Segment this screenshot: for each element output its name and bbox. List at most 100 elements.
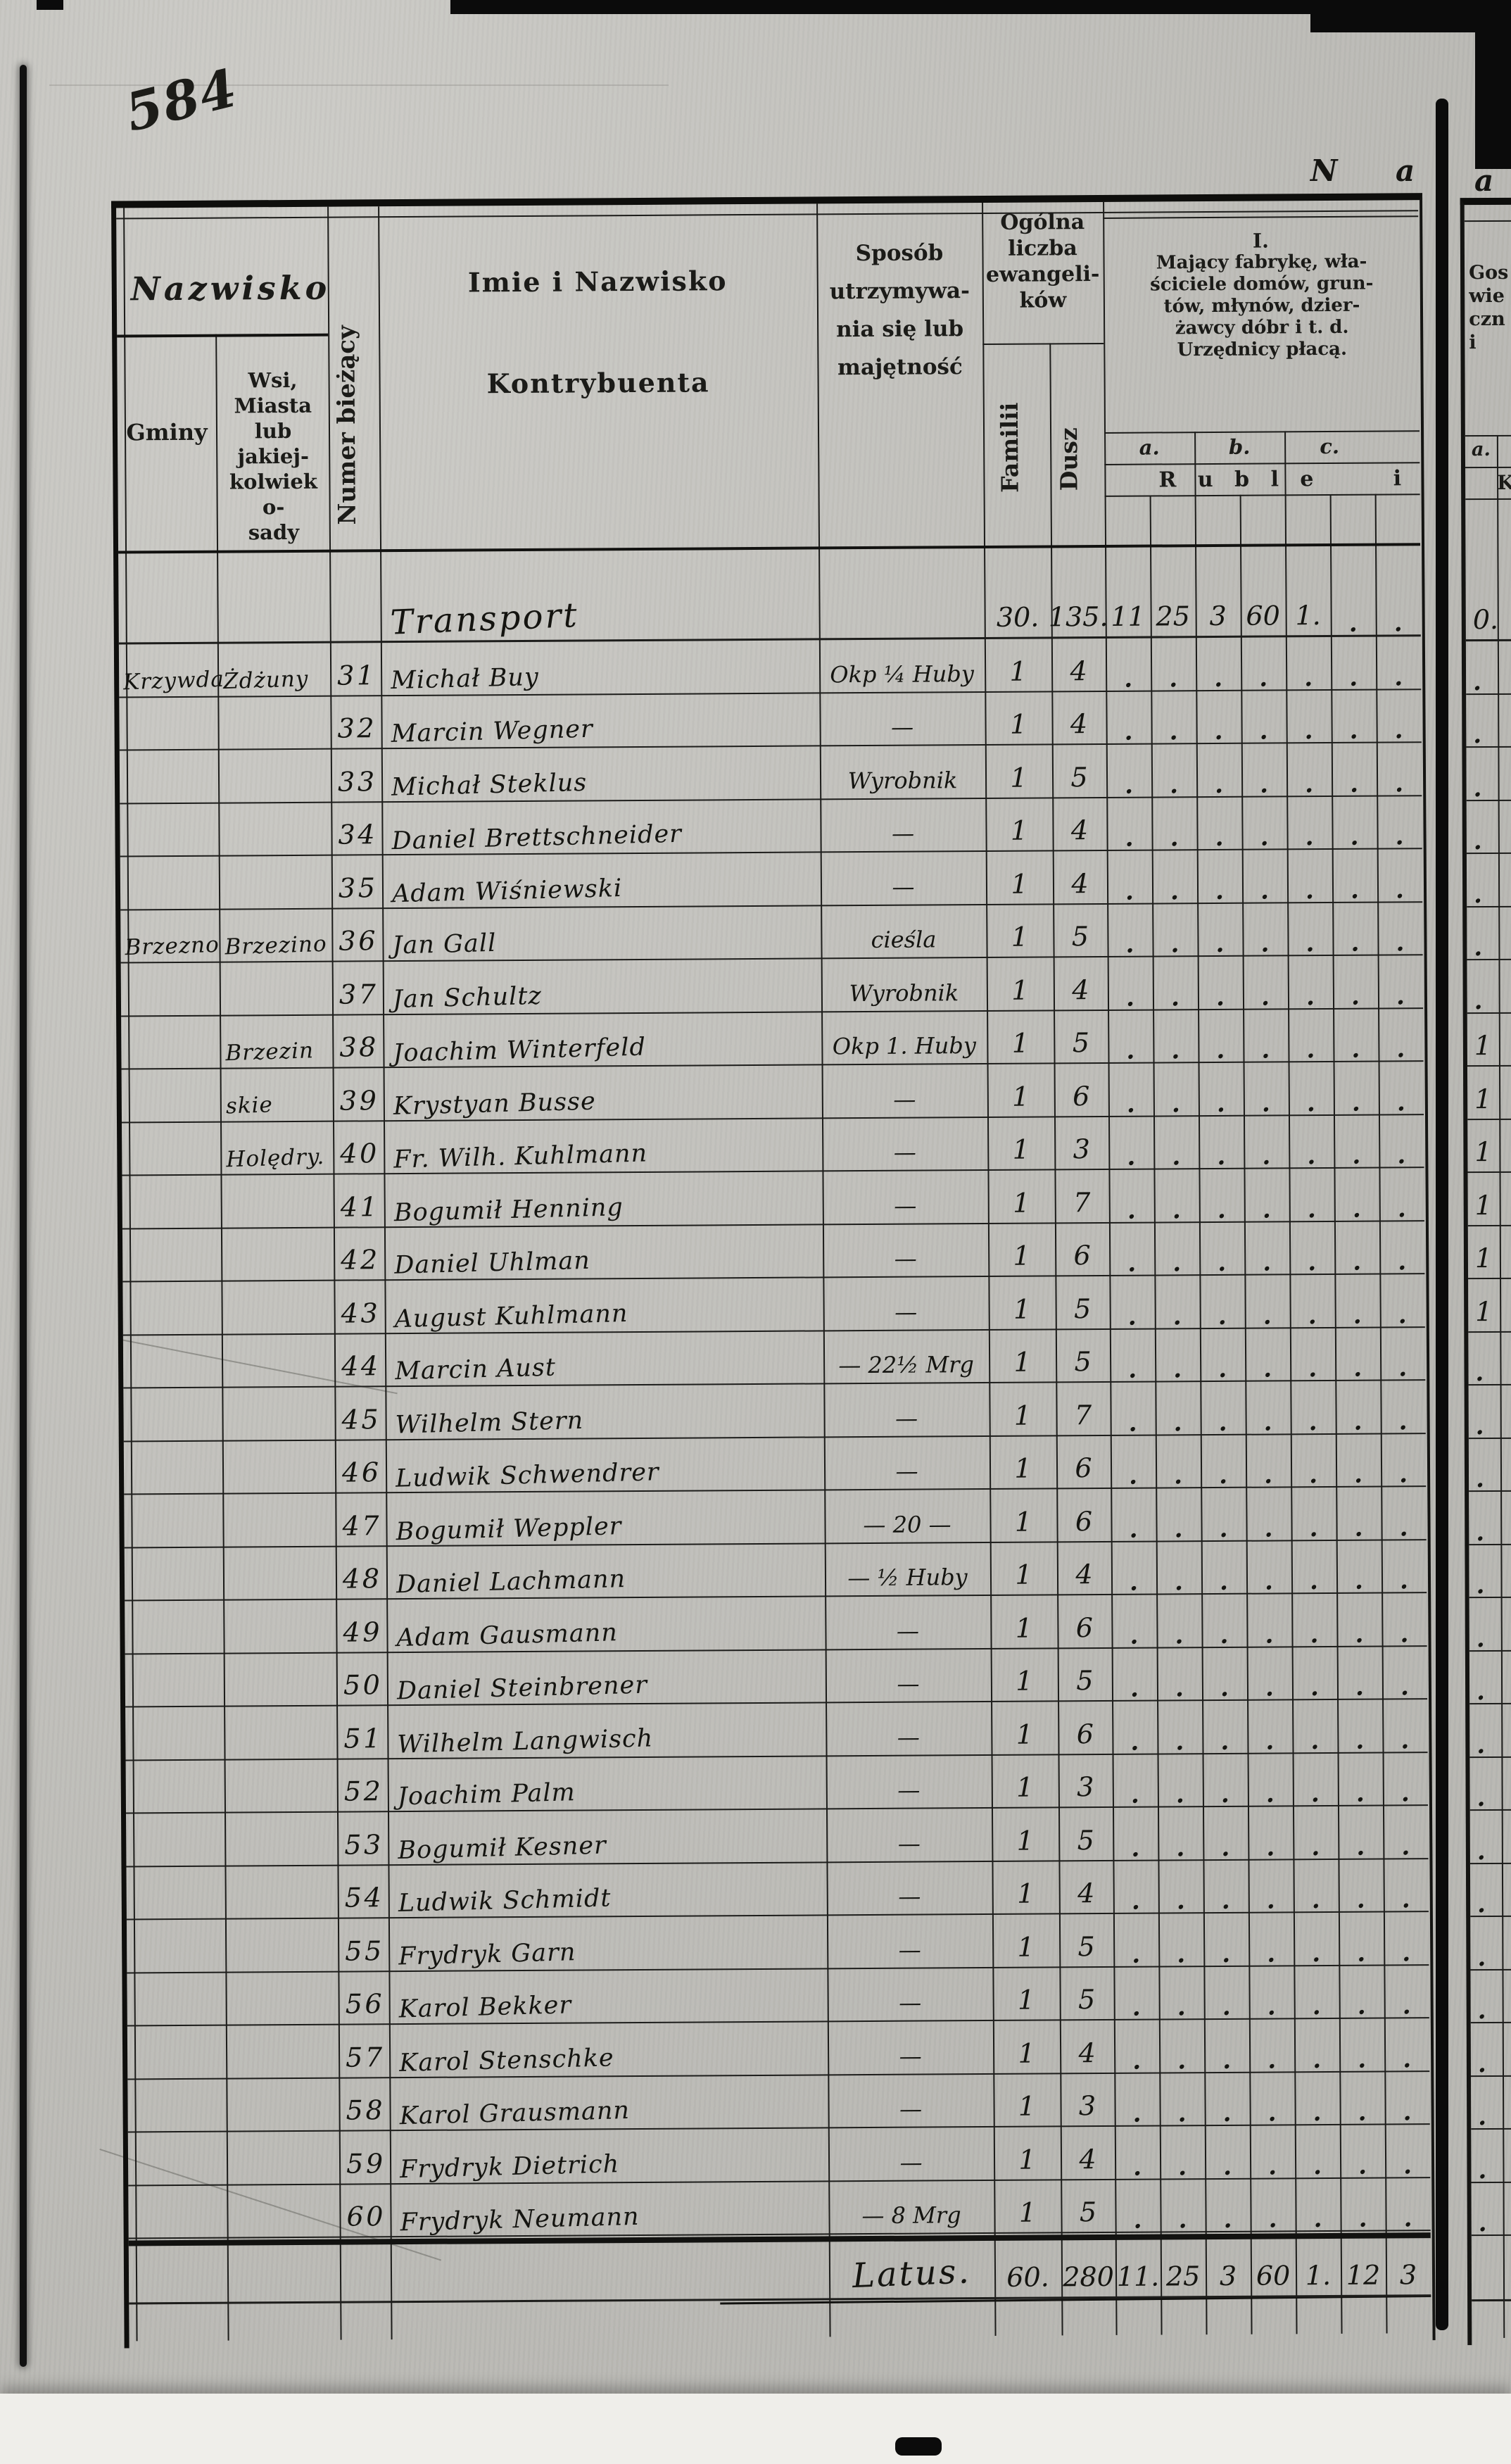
ruble-value: .: [1267, 2099, 1277, 2127]
ruble-cell: .: [1158, 1967, 1203, 2021]
ruble-value: 1.: [1295, 600, 1321, 631]
ruble-value: .: [1354, 1514, 1363, 1542]
occupation-cell: —: [820, 798, 985, 851]
table-rows: Transport 30. 135. 11 25 3 60 1... Krzywda Żdżuny…: [116, 200, 1431, 2305]
dusz-cell: 4: [1053, 851, 1107, 903]
familii-value: 1: [1012, 1081, 1030, 1112]
occupation-value: —: [897, 1830, 921, 1857]
gmina-cell: [118, 553, 217, 643]
header-ogolna-liczba: Ogólna liczba ewangeli- ków: [985, 210, 1100, 313]
ruble-value: .: [1169, 717, 1178, 746]
folio-number: 584: [119, 57, 244, 144]
village-cell: [222, 1388, 334, 1440]
occupation-cell: —: [827, 1968, 992, 2020]
ruble-cell: .: [1382, 1699, 1427, 1754]
sliver-row-cell: .: [1466, 853, 1511, 909]
ruble-cell: .: [1203, 1860, 1248, 1915]
row-number-digit: 5: [361, 1403, 379, 1435]
occupation-value: Okp 1. Huby: [832, 1032, 977, 1060]
ruble-cell: .: [1339, 2019, 1384, 2073]
ruble-value: .: [1353, 1354, 1363, 1383]
sliver-value: .: [1473, 721, 1482, 750]
ruble-value: .: [1356, 1885, 1365, 1914]
gmina-cell: [120, 803, 218, 855]
header-imie-nazwisko: Imie i Nazwisko: [467, 265, 728, 298]
running-title-fragment-next: a: [1474, 163, 1494, 198]
ruble-value: 3: [1219, 2260, 1237, 2292]
dusz-value: 4: [1070, 708, 1088, 740]
ruble-cell: .: [1156, 1435, 1201, 1490]
ruble-value: .: [1125, 930, 1134, 959]
ruble-value: .: [1309, 1514, 1318, 1542]
gmina-value: Brzezno: [124, 931, 220, 961]
ruble-cell: .: [1332, 850, 1377, 904]
village-cell: [219, 856, 331, 908]
ruble-cell: .: [1287, 850, 1332, 905]
ruble-cell: .: [1286, 796, 1332, 851]
familii-cell: 1: [987, 1064, 1054, 1116]
sliver-row-cell: 1: [1467, 1013, 1511, 1067]
ruble-value: .: [1350, 822, 1359, 851]
sliver-row-cell: .: [1466, 694, 1511, 750]
ruble-cell: .: [1113, 1808, 1158, 1863]
row-number-digit: 0: [366, 2201, 384, 2232]
ruble-value: .: [1353, 1407, 1363, 1436]
dusz-value: 280: [1063, 2261, 1114, 2293]
ruble-value: .: [1223, 2152, 1232, 2181]
ruble-value: .: [1310, 1780, 1320, 1809]
name-cell: Karol Bekker: [388, 1969, 827, 2023]
ruble-value: .: [1176, 1887, 1185, 1916]
ruble-value: .: [1215, 823, 1224, 852]
ruble-cell: .: [1378, 955, 1423, 1010]
ruble-value: .: [1128, 1355, 1137, 1384]
familii-cell: 60.: [994, 2240, 1061, 2297]
occupation-value: —: [899, 2095, 923, 2123]
row-number-digit: 4: [358, 819, 375, 850]
familii-value: 1: [1016, 1718, 1034, 1750]
ruble-value: .: [1174, 1462, 1183, 1490]
row-number-digit: 7: [362, 1509, 379, 1541]
gmina-cell: [128, 2185, 227, 2237]
ruble-cell: 12: [1341, 2239, 1386, 2295]
ruble-cell: .: [1196, 797, 1241, 852]
ruble-cell: .: [1199, 1222, 1244, 1277]
ruble-value: .: [1306, 1088, 1315, 1117]
village-cell: [220, 1175, 333, 1227]
ruble-cell: .: [1337, 1647, 1382, 1702]
table-row: Krzywda Żdżuny 3 1 Michał Buy Okp ¼ Huby 1 4...…: [118, 636, 1422, 698]
familii-cell: 1: [987, 1117, 1054, 1169]
ruble-value: .: [1220, 1727, 1229, 1756]
contributor-name: Bogumił Kesner: [397, 1830, 607, 1865]
table-row: 5 3 Bogumił Kesner —1 5.......: [126, 1806, 1429, 1867]
gmina-cell: [126, 1814, 225, 1866]
village-cell: [225, 1866, 337, 1918]
gmina-cell: Krzywda: [119, 644, 225, 696]
ruble-value: .: [1129, 1462, 1138, 1490]
ruble-value: .: [1130, 1621, 1139, 1650]
dusz-cell: 6: [1055, 1223, 1109, 1275]
name-cell: Adam Gausmann: [386, 1597, 825, 1652]
ruble-value: .: [1355, 1673, 1364, 1702]
row-number-digit: 3: [357, 765, 375, 797]
ruble-cell: .: [1379, 1115, 1424, 1169]
row-number-digit: 3: [363, 1828, 381, 1860]
ruble-cell: .: [1154, 1223, 1199, 1277]
row-number-digit: 9: [359, 1084, 377, 1116]
ruble-cell: .: [1198, 957, 1243, 1011]
ruble-value: .: [1358, 2098, 1367, 2127]
ruble-cell: .: [1294, 2019, 1339, 2074]
ruble-value: .: [1264, 1567, 1274, 1596]
village-cell: Brzezino: [219, 909, 331, 961]
ruble-value: .: [1175, 1621, 1184, 1649]
header-kontrybuenta: Kontrybuenta: [486, 366, 710, 400]
dusz-cell: 3: [1060, 2073, 1114, 2125]
ruble-value: .: [1305, 769, 1314, 798]
name-cell: Marcin Wegner: [381, 693, 819, 748]
ruble-value: .: [1131, 1834, 1140, 1863]
ruble-value: .: [1305, 982, 1315, 1011]
ruble-cell: .: [1383, 1753, 1428, 1807]
